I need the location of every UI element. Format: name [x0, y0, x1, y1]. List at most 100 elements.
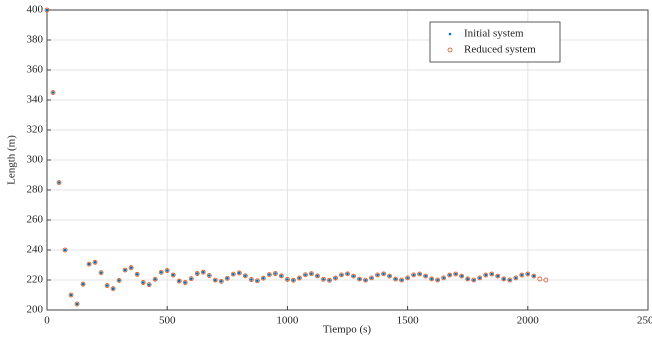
y-tick-label: 320 [27, 124, 44, 136]
point [478, 276, 482, 280]
point [417, 271, 423, 277]
y-tick-label: 400 [27, 4, 44, 16]
point [272, 271, 278, 276]
y-tick-label: 380 [27, 34, 44, 46]
point [339, 272, 344, 278]
point [382, 272, 385, 276]
point [254, 278, 260, 284]
y-tick-label: 220 [27, 274, 44, 286]
point [387, 273, 392, 279]
point [213, 278, 217, 282]
point [327, 277, 332, 283]
y-tick-label: 280 [27, 184, 44, 196]
point [189, 277, 193, 280]
point [164, 268, 170, 273]
point [262, 276, 265, 280]
point [238, 271, 241, 275]
point [171, 273, 175, 277]
point [513, 275, 519, 281]
point [117, 279, 121, 282]
point [381, 271, 386, 277]
point [376, 273, 379, 277]
point [92, 259, 98, 265]
point [224, 275, 230, 281]
point [537, 276, 543, 282]
point [86, 261, 92, 267]
point [532, 274, 536, 278]
point [490, 272, 494, 276]
point [322, 277, 325, 281]
legend-label: Initial system [464, 28, 524, 40]
point [207, 274, 211, 277]
point [370, 276, 373, 280]
point [321, 276, 326, 282]
point [201, 270, 205, 274]
point [393, 276, 398, 282]
point [459, 273, 465, 279]
point [274, 272, 277, 275]
point [508, 278, 512, 282]
point [134, 271, 140, 277]
point [430, 277, 433, 281]
point [99, 271, 103, 274]
point [496, 274, 500, 278]
point [472, 278, 476, 282]
point [98, 270, 104, 276]
point [159, 271, 163, 274]
point [128, 265, 134, 271]
point [352, 274, 355, 278]
point [369, 275, 374, 281]
point [250, 278, 253, 281]
point [129, 266, 133, 270]
point [484, 273, 488, 277]
point [153, 277, 157, 281]
point [531, 273, 537, 279]
point [309, 271, 314, 277]
legend-box [429, 21, 561, 63]
y-axis-label: Length (m) [6, 135, 18, 185]
point [520, 273, 524, 277]
point [453, 271, 459, 277]
point [194, 271, 200, 276]
point [256, 279, 259, 283]
point [278, 273, 284, 279]
point [507, 277, 513, 283]
point [45, 8, 49, 12]
point [57, 181, 61, 184]
point [182, 280, 188, 285]
point [340, 273, 343, 277]
point [501, 276, 507, 282]
point [394, 277, 397, 281]
point [105, 284, 109, 287]
point [441, 275, 447, 281]
point [177, 279, 181, 283]
point [195, 272, 199, 275]
y-tick-label: 300 [27, 154, 44, 166]
point [218, 278, 224, 284]
point [75, 302, 79, 306]
point [424, 274, 427, 278]
point [405, 275, 411, 281]
x-tick-label: 0 [44, 315, 50, 327]
point [526, 272, 530, 276]
point [219, 280, 223, 283]
legend-marker [448, 32, 452, 36]
point [152, 276, 158, 282]
point [298, 276, 301, 280]
x-axis-label: Tiempo (s) [323, 324, 372, 336]
point [357, 276, 362, 282]
point [406, 276, 409, 280]
y-tick-label: 240 [27, 244, 44, 256]
point [50, 90, 56, 95]
y-tick-label: 340 [27, 94, 44, 106]
point [104, 283, 110, 288]
x-tick-label: 1000 [276, 315, 299, 327]
point [244, 274, 247, 278]
point [436, 278, 439, 282]
point [315, 273, 320, 279]
y-tick-label: 200 [27, 304, 44, 316]
point [291, 277, 296, 283]
point [68, 292, 74, 298]
point [399, 277, 404, 283]
